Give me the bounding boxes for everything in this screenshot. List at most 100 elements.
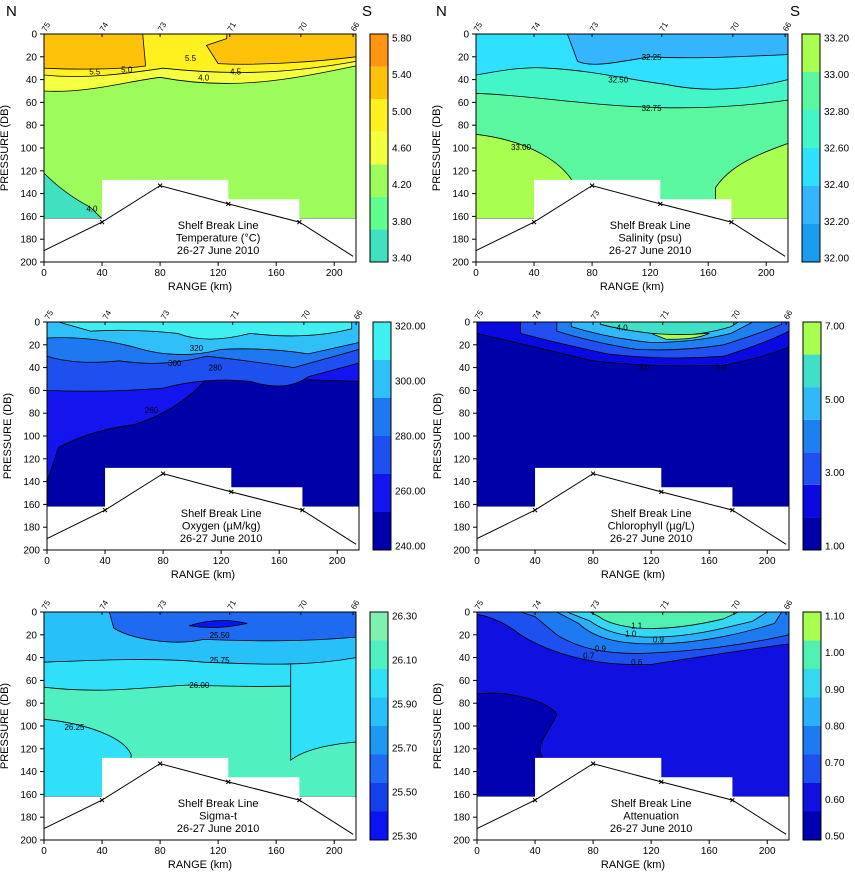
colorbar-swatch [370, 612, 388, 641]
colorbar-label: 32.40 [824, 180, 849, 191]
x-tick-label: 160 [701, 846, 718, 857]
y-tick-label: 160 [20, 212, 37, 223]
x-tick-label: 80 [155, 268, 167, 279]
north-label-right: N [436, 3, 447, 20]
station-label: 73 [589, 598, 602, 611]
station-label: 70 [730, 308, 743, 321]
colorbar-swatch [370, 811, 388, 840]
colorbar: 32.00 32.20 32.40 32.60 32.80 33.00 33.20 [801, 33, 849, 265]
y-tick-label: 160 [452, 212, 469, 223]
station-label: 71 [658, 20, 671, 33]
contour-band-1 [44, 172, 103, 219]
x-axis-label: RANGE (km) [171, 569, 235, 581]
colorbar-swatch [370, 164, 388, 197]
contour-band-0 [477, 612, 789, 797]
station-marker [225, 201, 231, 207]
colorbar-frame [802, 321, 822, 551]
colorbar-swatch [802, 148, 820, 186]
y-tick-label: 100 [23, 432, 40, 443]
station-marker [297, 797, 302, 803]
station-label: 66 [781, 20, 794, 33]
y-tick-label: 0 [31, 608, 37, 619]
colorbar-frame [369, 611, 389, 841]
colorbar-swatch [370, 229, 388, 262]
x-tick-label: 80 [587, 268, 599, 279]
colorbar-label: 33.20 [824, 34, 849, 45]
y-tick-label: 180 [452, 235, 469, 246]
colorbar-swatch [373, 398, 391, 436]
colorbar-label: 240.00 [395, 542, 426, 553]
x-tick-label: 80 [158, 556, 170, 567]
colorbar-swatch [373, 322, 391, 360]
colorbar-swatch [803, 322, 821, 355]
colorbar-label: 1.00 [825, 648, 845, 659]
station-label: 66 [349, 20, 362, 33]
y-tick-label: 20 [458, 52, 470, 63]
station-marker [228, 489, 234, 495]
station-label: 70 [730, 598, 743, 611]
station-marker [532, 797, 538, 803]
y-tick-label: 140 [453, 767, 470, 778]
colorbar-label: 0.90 [825, 685, 845, 696]
chart-date: 26-27 June 2010 [180, 533, 263, 545]
contour-label: 320 [190, 344, 204, 353]
y-axis-label: PRESSURE (DB) [432, 393, 444, 479]
colorbar-swatch [373, 436, 391, 474]
y-tick-label: 120 [20, 744, 37, 755]
colorbar-label: 0.80 [825, 722, 845, 733]
colorbar-swatch [370, 640, 388, 669]
bathymetry-mask [477, 467, 789, 550]
panel-oxygen: 320 300 280 260 0 40 80 120 160 200 0 20 40 60 80 100 12… [2, 308, 426, 581]
y-tick-label: 160 [23, 500, 40, 511]
colorbar: 0.50 0.60 0.70 0.80 0.90 1.00 1.10 [802, 611, 845, 843]
colorbar-label: 1.10 [825, 612, 845, 623]
panel-salinity: 32.25 32.50 32.75 33.00 0 40 80 120 160 200 0 20 40 6… [431, 20, 849, 293]
y-tick-label: 160 [453, 500, 470, 511]
bathymetry-mask [476, 179, 788, 262]
colorbar-swatch [803, 387, 821, 420]
x-tick-label: 40 [529, 846, 541, 857]
colorbar-swatch [373, 512, 391, 550]
x-axis-label: RANGE (km) [168, 281, 232, 293]
station-label: 74 [530, 20, 543, 33]
colorbar-swatch [803, 354, 821, 388]
x-tick-label: 160 [701, 556, 718, 567]
station-label: 66 [349, 598, 362, 611]
y-tick-label: 40 [26, 75, 38, 86]
y-tick-label: 60 [26, 98, 38, 109]
y-tick-label: 180 [20, 235, 37, 246]
station-label: 70 [300, 308, 313, 321]
contour-label: 25.75 [210, 656, 231, 665]
contour-label: 25.50 [210, 631, 231, 640]
station-marker [532, 507, 538, 513]
x-tick-label: 120 [642, 268, 659, 279]
y-tick-label: 100 [20, 722, 37, 733]
contour-label: 0.9 [653, 635, 665, 644]
station-marker [590, 471, 596, 476]
station-label: 70 [297, 598, 310, 611]
colorbar-label: 1.00 [825, 542, 845, 553]
colorbar-frame [372, 321, 392, 551]
x-tick-label: 120 [210, 268, 227, 279]
station-marker [157, 761, 163, 766]
chart-subtitle: Chlorophyll (µg/L) [608, 520, 695, 532]
x-tick-label: 160 [268, 846, 285, 857]
colorbar-label: 5.40 [392, 70, 412, 81]
contour-band-5 [58, 322, 353, 340]
contour-band-5 [205, 34, 356, 65]
shelf-profile-line [475, 185, 786, 257]
colorbar-label: 260.00 [395, 487, 426, 498]
y-tick-label: 20 [459, 340, 471, 351]
contour-label: 0.6 [631, 658, 643, 667]
station-label: 74 [98, 20, 111, 33]
y-tick-label: 40 [29, 363, 41, 374]
colorbar-label: 32.60 [824, 144, 849, 155]
chart-title: Shelf Break Line [611, 798, 692, 810]
x-tick-label: 0 [473, 268, 479, 279]
colorbar-swatch [802, 72, 820, 110]
contour-band-6 [188, 620, 248, 628]
y-tick-label: 80 [459, 409, 471, 420]
colorbar-label: 26.30 [392, 612, 417, 623]
contour-label: 33.00 [511, 143, 532, 152]
colorbar-swatch [803, 517, 821, 550]
